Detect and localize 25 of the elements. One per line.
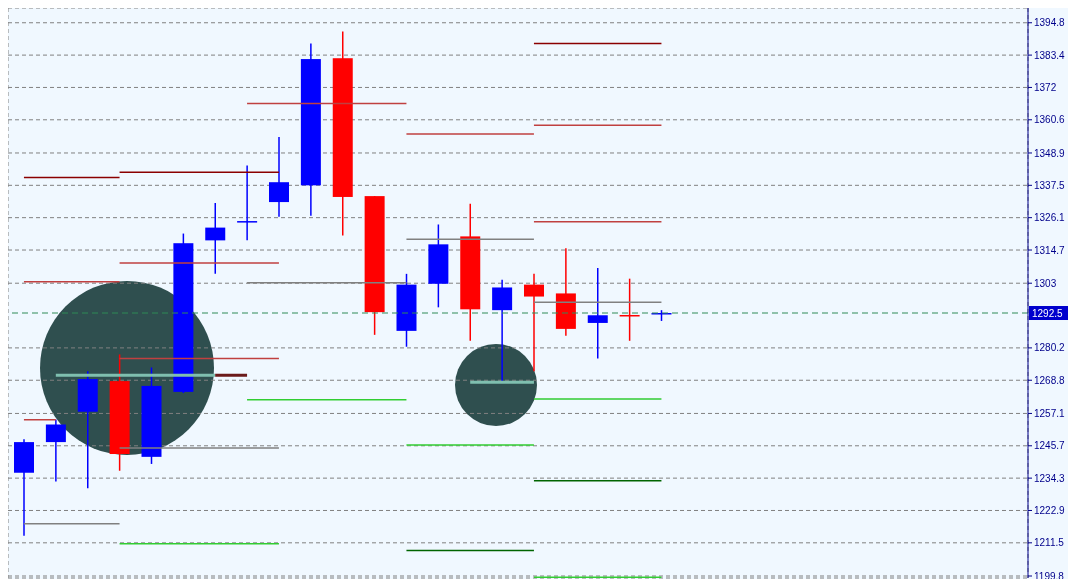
y-tick-label: 1303: [1034, 277, 1057, 289]
y-tick-label: 1372: [1034, 81, 1057, 93]
y-tick-label: 1360.6: [1034, 114, 1066, 126]
candlestick: [587, 267, 608, 360]
y-tick-label: 1199.8: [1034, 570, 1065, 579]
y-tick-label: 1211.5: [1034, 537, 1065, 549]
y-tick-label: 1394.8: [1034, 17, 1066, 29]
candlestick: [45, 418, 66, 483]
candlestick: [269, 136, 289, 218]
y-tick-label: 1234.3: [1034, 472, 1066, 484]
y-tick-label: 1245.7: [1034, 440, 1066, 452]
candlestick: [492, 279, 513, 384]
ref-line-label: 1292.5: [1032, 308, 1064, 319]
candlestick: [237, 164, 258, 242]
y-tick-label: 1257.1: [1034, 407, 1066, 419]
y-tick-label: 1314.7: [1034, 244, 1066, 256]
y-tick-label: 1326.1: [1034, 212, 1066, 224]
y-tick-label: 1337.5: [1034, 179, 1066, 191]
y-tick-label: 1348.9: [1034, 147, 1066, 159]
y-tick-label: 1383.4: [1034, 49, 1066, 61]
candlestick: [205, 202, 226, 275]
y-tick-label: 1280.2: [1034, 342, 1066, 354]
candlestick: [524, 273, 544, 372]
y-tick-label: 1222.9: [1034, 505, 1066, 517]
y-tick-label: 1268.8: [1034, 374, 1066, 386]
